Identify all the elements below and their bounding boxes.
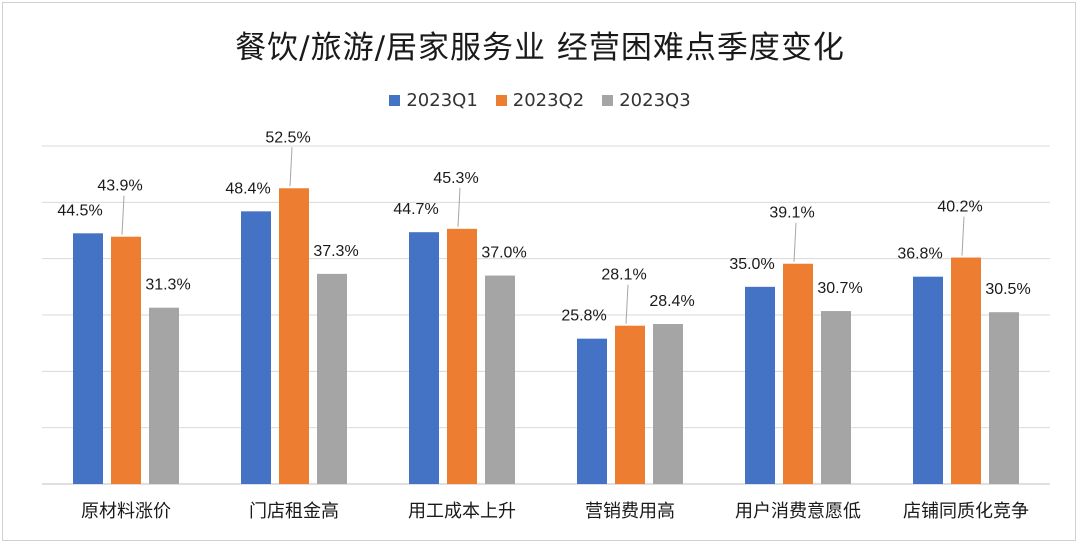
bar-2023q1-5 <box>913 276 943 484</box>
category-label-0: 原材料涨价 <box>81 501 171 522</box>
category-label-5: 店铺同质化竞争 <box>903 501 1029 522</box>
data-label-2023q2-4: 39.1% <box>769 205 814 222</box>
data-label-2023q2-2: 45.3% <box>433 170 478 187</box>
legend-label-q2: 2023Q2 <box>512 90 585 111</box>
bar-2023q2-2 <box>447 228 477 484</box>
bar-2023q2-1 <box>279 188 309 484</box>
chart-legend: 2023Q1 2023Q2 2023Q3 <box>0 90 1080 111</box>
legend-swatch-q3 <box>602 95 614 106</box>
data-label-2023q3-1: 37.3% <box>313 243 358 260</box>
data-label-2023q3-2: 37.0% <box>481 245 526 262</box>
data-label-2023q1-1: 48.4% <box>225 180 270 197</box>
bar-2023q3-1 <box>317 273 347 484</box>
chart-title: 餐饮/旅游/居家服务业 经营困难点季度变化 <box>235 30 845 66</box>
data-label-2023q1-0: 44.5% <box>57 202 102 219</box>
category-label-4: 用户消费意愿低 <box>735 501 861 522</box>
data-label-2023q2-1: 52.5% <box>265 129 310 146</box>
legend-item-q1: 2023Q1 <box>389 90 478 111</box>
leader-line-2 <box>457 187 461 227</box>
leader-line-1 <box>289 147 293 187</box>
data-label-2023q1-4: 35.0% <box>729 256 774 273</box>
data-label-2023q3-5: 30.5% <box>985 281 1030 298</box>
legend-swatch-q1 <box>389 95 401 106</box>
bar-2023q1-2 <box>409 232 439 484</box>
leader-line-5 <box>961 216 965 256</box>
category-label-1: 门店租金高 <box>249 501 339 522</box>
bar-2023q2-5 <box>951 257 981 484</box>
bar-2023q3-4 <box>821 311 851 484</box>
legend-label-q3: 2023Q3 <box>619 90 691 111</box>
data-label-2023q2-3: 28.1% <box>601 267 646 284</box>
legend-item-q2: 2023Q2 <box>495 90 585 111</box>
bar-2023q3-3 <box>653 324 683 484</box>
bar-2023q1-0 <box>73 233 103 484</box>
data-label-2023q2-0: 43.9% <box>97 178 142 195</box>
category-label-2: 用工成本上升 <box>408 501 516 522</box>
bar-2023q2-0 <box>111 236 141 484</box>
bar-2023q2-4 <box>783 263 813 484</box>
leader-line-3 <box>625 284 629 324</box>
legend-swatch-q2 <box>495 95 507 106</box>
bar-2023q1-4 <box>745 286 775 484</box>
data-label-2023q3-0: 31.3% <box>145 277 190 294</box>
bar-2023q3-2 <box>485 275 515 484</box>
data-label-2023q3-3: 28.4% <box>649 293 694 310</box>
data-label-2023q1-5: 36.8% <box>897 246 942 263</box>
bar-2023q1-3 <box>577 338 607 484</box>
bar-2023q3-5 <box>989 312 1019 484</box>
data-label-2023q1-2: 44.7% <box>393 201 438 218</box>
legend-label-q1: 2023Q1 <box>406 90 478 111</box>
data-label-2023q3-4: 30.7% <box>817 280 862 297</box>
bar-2023q2-3 <box>615 325 645 484</box>
leader-line-0 <box>121 195 125 235</box>
bar-2023q1-1 <box>241 211 271 484</box>
data-label-2023q1-3: 25.8% <box>561 308 606 325</box>
data-label-2023q2-5: 40.2% <box>937 199 982 216</box>
legend-item-q3: 2023Q3 <box>602 90 691 111</box>
category-label-3: 营销费用高 <box>585 501 675 522</box>
leader-line-4 <box>793 222 797 262</box>
bar-2023q3-0 <box>149 307 179 484</box>
